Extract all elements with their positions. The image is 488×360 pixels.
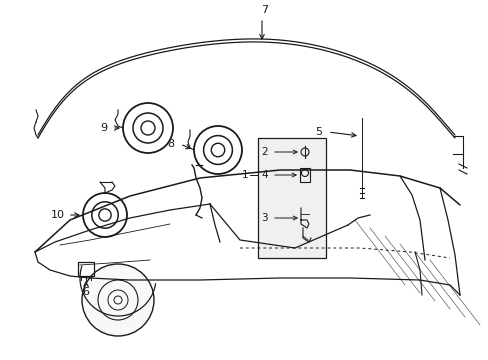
Text: 4: 4: [261, 170, 267, 180]
Text: 6: 6: [82, 287, 89, 297]
Text: 1: 1: [241, 170, 247, 180]
Text: 9: 9: [100, 123, 107, 133]
Text: 5: 5: [314, 127, 321, 137]
Circle shape: [82, 264, 154, 336]
Bar: [258, 138, 325, 258]
Bar: [299, 168, 309, 182]
Text: 2: 2: [261, 147, 267, 157]
Text: 3: 3: [261, 213, 267, 223]
Text: 7: 7: [261, 5, 268, 15]
Text: 8: 8: [166, 139, 174, 149]
Bar: [78, 262, 94, 276]
Text: 10: 10: [51, 210, 65, 220]
